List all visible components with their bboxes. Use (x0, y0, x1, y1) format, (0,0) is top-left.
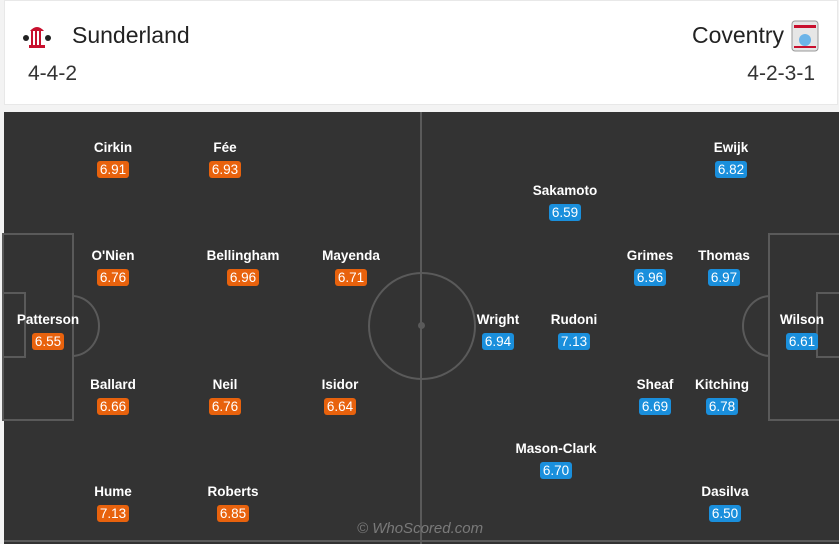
player-name[interactable]: Hume (94, 484, 132, 499)
player-rating: 6.91 (96, 161, 130, 178)
player-rating: 6.59 (548, 204, 582, 221)
player-rating: 6.94 (481, 333, 515, 350)
player-name[interactable]: Thomas (698, 248, 750, 263)
center-spot (418, 322, 425, 329)
home-formation: 4-4-2 (28, 62, 78, 85)
player-rating: 6.61 (785, 333, 819, 350)
player-name[interactable]: Cirkin (93, 140, 133, 155)
player-name[interactable]: Bellingham (206, 248, 280, 263)
coventry-crest-icon (791, 20, 819, 52)
player-name[interactable]: Grimes (626, 248, 674, 263)
away-player[interactable]: Dasilva 6.50 (675, 484, 775, 523)
home-player[interactable]: Fée 6.93 (175, 140, 275, 179)
home-player[interactable]: Mayenda 6.71 (301, 248, 401, 287)
player-rating: 6.96 (633, 269, 667, 286)
pitch (2, 112, 839, 544)
away-player[interactable]: Mason-Clark 6.70 (506, 441, 606, 480)
away-player[interactable]: Thomas 6.97 (674, 248, 774, 287)
player-rating: 6.96 (226, 269, 260, 286)
player-name[interactable]: Rudoni (550, 312, 598, 327)
home-player[interactable]: Cirkin 6.91 (63, 140, 163, 179)
watermark: © WhoScored.com (357, 520, 484, 537)
away-player[interactable]: Rudoni 7.13 (524, 312, 624, 351)
player-rating: 6.97 (707, 269, 741, 286)
player-rating: 6.70 (539, 462, 573, 479)
home-player[interactable]: Roberts 6.85 (183, 484, 283, 523)
player-rating: 6.93 (208, 161, 242, 178)
player-rating: 6.85 (216, 505, 250, 522)
sunderland-crest-icon (23, 27, 51, 48)
away-player[interactable]: Ewijk 6.82 (681, 140, 781, 179)
player-name[interactable]: Sakamoto (532, 183, 598, 198)
bottom-line (4, 540, 839, 542)
away-player[interactable]: Grimes 6.96 (600, 248, 700, 287)
match-header: Sunderland 4-4-2 Coventry 4-2-3-1 (4, 0, 838, 105)
away-goal-area (816, 292, 839, 358)
player-name[interactable]: Kitching (695, 377, 749, 392)
away-player[interactable]: Sakamoto 6.59 (515, 183, 615, 222)
player-name[interactable]: Neil (212, 377, 238, 392)
player-name[interactable]: Mason-Clark (515, 441, 597, 456)
home-player[interactable]: Hume 7.13 (63, 484, 163, 523)
player-name[interactable]: Ballard (90, 377, 136, 392)
home-goal-area (2, 292, 26, 358)
player-rating: 6.64 (323, 398, 357, 415)
player-name[interactable]: O'Nien (91, 248, 135, 263)
player-name[interactable]: Patterson (16, 312, 80, 327)
away-player[interactable]: Sheaf 6.69 (605, 377, 705, 416)
player-name[interactable]: Wright (476, 312, 520, 327)
away-team-name[interactable]: Coventry (691, 22, 784, 48)
player-rating: 6.71 (334, 269, 368, 286)
home-player[interactable]: Isidor 6.64 (290, 377, 390, 416)
away-player[interactable]: Wright 6.94 (448, 312, 548, 351)
home-player[interactable]: Bellingham 6.96 (193, 248, 293, 287)
player-rating: 6.76 (96, 269, 130, 286)
home-team-name[interactable]: Sunderland (72, 22, 190, 48)
player-rating: 6.76 (208, 398, 242, 415)
home-player[interactable]: O'Nien 6.76 (63, 248, 163, 287)
home-player[interactable]: Neil 6.76 (175, 377, 275, 416)
player-name[interactable]: Mayenda (322, 248, 380, 263)
home-player[interactable]: Ballard 6.66 (63, 377, 163, 416)
player-rating: 6.50 (708, 505, 742, 522)
player-name[interactable]: Fée (213, 140, 237, 155)
player-rating: 6.69 (638, 398, 672, 415)
away-player[interactable]: Wilson 6.61 (752, 312, 839, 351)
player-name[interactable]: Wilson (779, 312, 825, 327)
away-formation: 4-2-3-1 (747, 62, 815, 85)
player-name[interactable]: Dasilva (701, 484, 749, 499)
player-rating: 6.82 (714, 161, 748, 178)
player-name[interactable]: Ewijk (713, 140, 749, 155)
player-rating: 7.13 (557, 333, 591, 350)
center-circle (368, 272, 476, 380)
player-name[interactable]: Roberts (207, 484, 259, 499)
player-name[interactable]: Sheaf (636, 377, 674, 392)
away-player[interactable]: Kitching 6.78 (672, 377, 772, 416)
player-rating: 6.55 (31, 333, 65, 350)
player-name[interactable]: Isidor (321, 377, 359, 392)
player-rating: 7.13 (96, 505, 130, 522)
player-rating: 6.66 (96, 398, 130, 415)
player-rating: 6.78 (705, 398, 739, 415)
home-player[interactable]: Patterson 6.55 (0, 312, 98, 351)
